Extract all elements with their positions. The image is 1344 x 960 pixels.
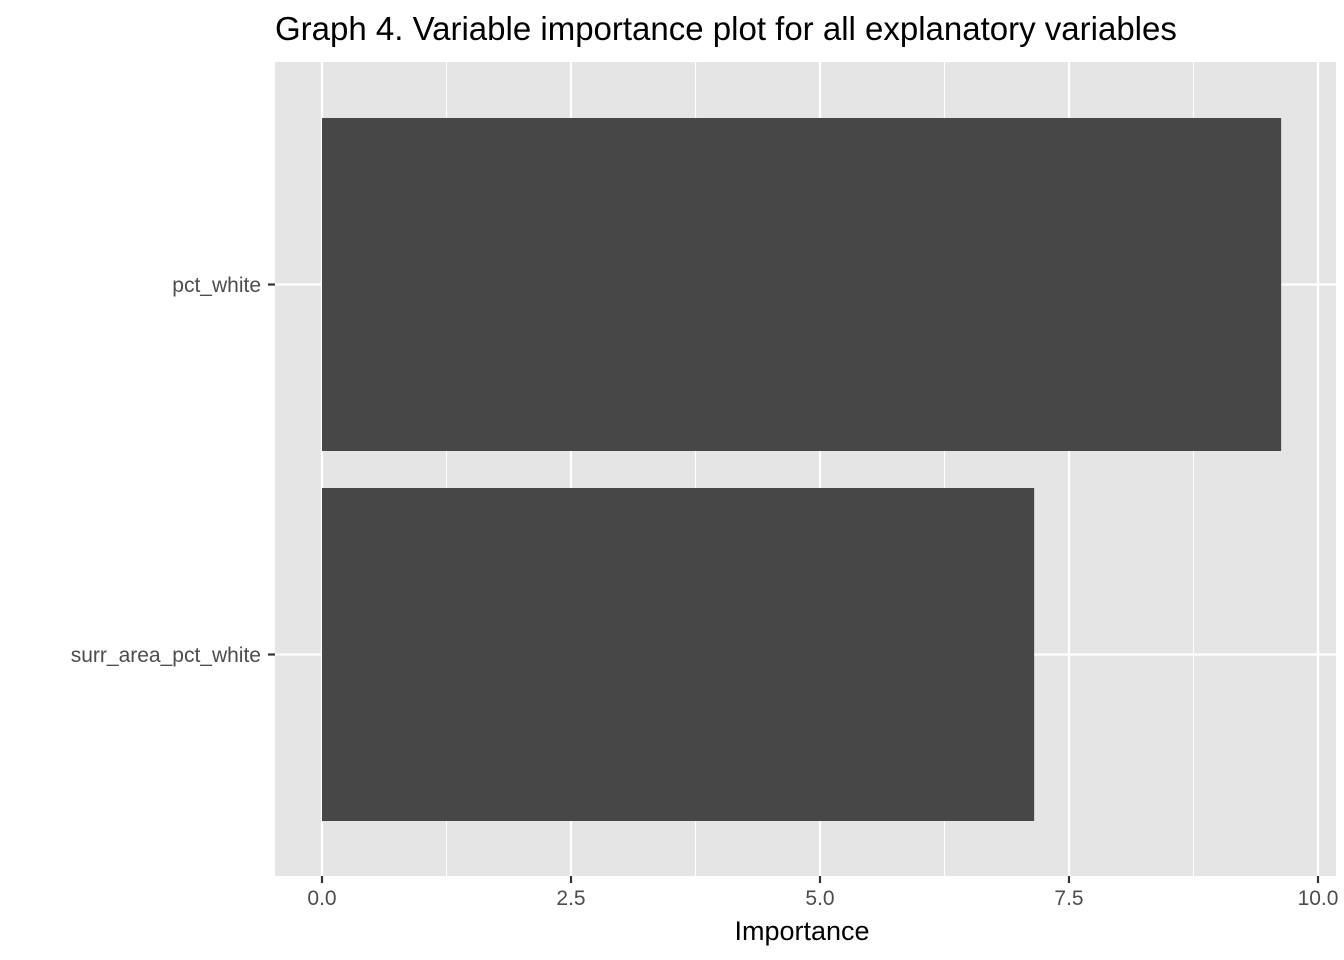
x-tick-label: 10.0: [1298, 887, 1339, 910]
chart-title: Graph 4. Variable importance plot for al…: [275, 10, 1177, 47]
x-axis-title: Importance: [734, 916, 869, 946]
bars: [322, 118, 1282, 821]
x-tick-label: 2.5: [556, 887, 585, 910]
y-tick-label: surr_area_pct_white: [71, 644, 261, 667]
x-tick-label: 5.0: [805, 887, 834, 910]
bar-surr-area-pct-white: [322, 488, 1035, 821]
x-axis: 0.0 2.5 5.0 7.5 10.0: [307, 876, 1338, 910]
y-axis: pct_white surr_area_pct_white: [71, 274, 275, 667]
y-tick-label: pct_white: [172, 274, 261, 297]
bar-pct-white: [322, 118, 1282, 451]
x-tick-label: 7.5: [1054, 887, 1083, 910]
x-tick-label: 0.0: [307, 887, 336, 910]
